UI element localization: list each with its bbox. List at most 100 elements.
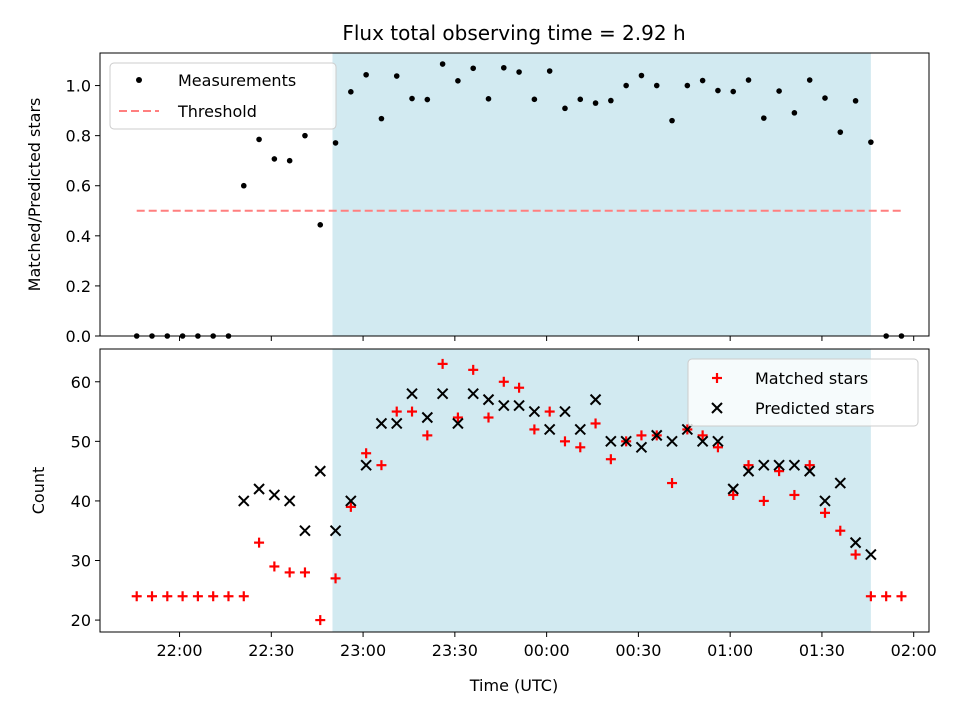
predicted-star-point (758, 459, 770, 471)
matched-star-point (865, 591, 876, 602)
x-tick-label: 00:30 (615, 641, 661, 660)
matched-star-point (407, 406, 418, 417)
matched-star-point (299, 567, 310, 578)
top-x-ticks (179, 336, 915, 341)
measurement-point (500, 64, 507, 71)
matched-star-point (667, 478, 678, 489)
x-tick-label: 01:00 (707, 641, 753, 660)
matched-star-point (223, 591, 234, 602)
predicted-star-point (391, 417, 403, 430)
predicted-star-point (727, 483, 739, 495)
measurement-point (669, 117, 675, 124)
y-tick-label: 0.0 (66, 327, 91, 346)
measurement-point (761, 115, 767, 121)
chart-title: Flux total observing time = 2.92 h (342, 21, 685, 45)
measurement-point (286, 157, 293, 164)
matched-star-point (605, 454, 616, 465)
matched-star-point (147, 591, 158, 602)
legend-matched-label: Matched stars (755, 369, 868, 388)
measurement-point (317, 222, 324, 228)
predicted-star-point (329, 525, 342, 537)
matched-star-point (728, 489, 739, 500)
matched-star-point (376, 460, 387, 471)
matched-star-point (544, 406, 555, 417)
x-tick-label: 00:00 (524, 641, 570, 660)
y-tick-label: 0.8 (66, 127, 91, 146)
measurement-point (439, 61, 446, 67)
matched-star-point (804, 460, 815, 471)
predicted-star-point (559, 405, 571, 418)
measurement-point (822, 95, 828, 101)
measurement-point (516, 69, 522, 75)
predicted-star-point (605, 435, 617, 448)
matched-star-point (284, 567, 295, 578)
measurement-point (546, 68, 553, 74)
matched-star-point (254, 537, 265, 548)
measurement-point (684, 82, 691, 89)
measurement-point (776, 88, 782, 94)
y-tick-label: 0.2 (66, 277, 91, 296)
measurement-point (868, 139, 874, 145)
legend-measurements-label: Measurements (178, 71, 296, 90)
top-y-ticks: 0.0 0.2 0.4 0.6 0.8 1.0 (66, 77, 100, 346)
predicted-star-point (712, 435, 724, 448)
measurement-point (485, 96, 492, 102)
top-plot-marks (133, 61, 905, 339)
y-tick-label: 0.4 (66, 227, 91, 246)
predicted-star-point (819, 495, 831, 507)
predicted-star-point (589, 393, 602, 406)
matched-star-point (131, 591, 142, 602)
matched-star-point (758, 495, 769, 506)
measurement-point (256, 136, 262, 143)
matched-star-point (238, 591, 249, 602)
measurement-point (348, 89, 354, 95)
measurement-point (837, 129, 844, 135)
top-panel: 0.0 0.2 0.4 0.6 0.8 1.0 Matched/Predicted sta… (25, 52, 930, 346)
matched-star-point (269, 561, 280, 572)
predicted-star-point (375, 417, 388, 430)
x-tick-label: 01:30 (799, 641, 845, 660)
measurement-point (638, 72, 645, 79)
measurement-point (378, 115, 385, 122)
x-tick-label: 02:00 (891, 641, 937, 660)
matched-star-point (850, 549, 861, 560)
measurement-point (393, 73, 400, 79)
predicted-star-point (513, 399, 525, 412)
matched-star-point (422, 430, 433, 441)
predicted-star-point (467, 387, 479, 400)
predicted-star-point (865, 548, 877, 561)
y-tick-label: 40 (71, 492, 91, 511)
measurement-point (424, 96, 431, 103)
predicted-star-point (345, 495, 357, 507)
measurement-point (852, 98, 859, 104)
x-axis-label: Time (UTC) (469, 676, 558, 695)
measurement-point (332, 140, 339, 146)
measurement-point (791, 110, 798, 116)
x-tick-label: 23:30 (432, 641, 478, 660)
predicted-star-point (635, 441, 648, 454)
matched-star-point (636, 430, 647, 441)
matched-star-point (514, 382, 525, 393)
legend-matched-marker (712, 373, 722, 383)
top-axes-frame (99, 52, 930, 337)
matched-star-point (361, 448, 372, 459)
measurement-point (562, 105, 568, 112)
predicted-star-point (482, 393, 495, 406)
top-y-axis-label: Matched/Predicted stars (25, 98, 44, 292)
bottom-x-ticks: 22:00 22:30 23:00 23:30 00:00 00:30 01:00 01:30… (156, 632, 937, 660)
matched-star-point (697, 430, 708, 441)
measurement-point (608, 97, 614, 104)
matched-star-point (162, 591, 173, 602)
matched-star-point (774, 466, 785, 477)
measurement-point (653, 82, 660, 89)
matched-star-point (575, 442, 586, 453)
predicted-star-point (696, 435, 709, 448)
matched-star-point (483, 412, 494, 423)
matched-star-point (330, 573, 341, 584)
predicted-star-point (498, 399, 510, 412)
bottom-legend: Matched stars Predicted stars (687, 358, 919, 427)
matched-star-point (590, 418, 601, 429)
measurement-point (531, 96, 538, 103)
predicted-star-point (283, 495, 296, 507)
